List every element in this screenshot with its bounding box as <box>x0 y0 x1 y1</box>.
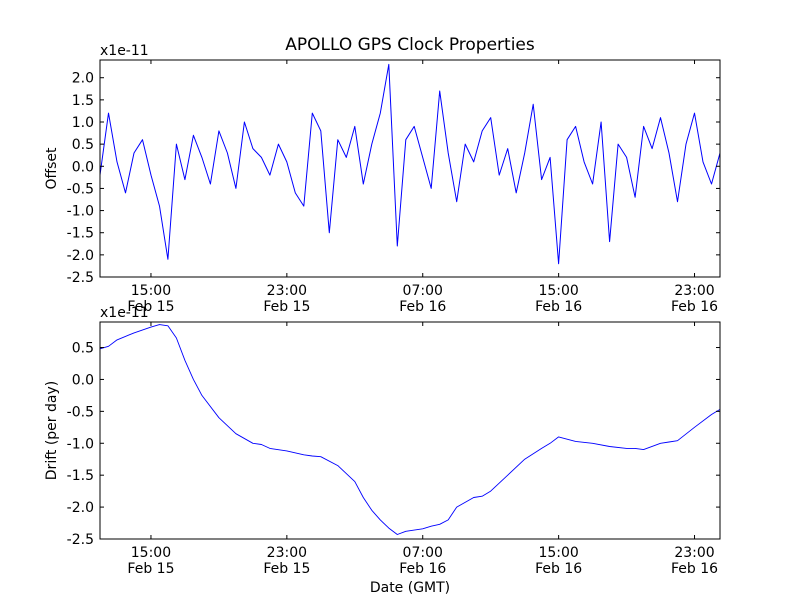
x-tick-date-label: Feb 16 <box>671 561 718 577</box>
x-tick-time-label: 07:00 <box>403 283 443 299</box>
y-tick-label: -2.5 <box>67 270 94 286</box>
y-tick-label: 0.5 <box>72 341 94 357</box>
x-tick-date-label: Feb 16 <box>399 561 446 577</box>
y-tick-label: -0.5 <box>67 181 94 197</box>
x-tick-date-label: Feb 15 <box>263 561 310 577</box>
y-tick-label: 0.5 <box>72 137 94 153</box>
y-tick-label: -1.5 <box>67 226 94 242</box>
x-tick-date-label: Feb 15 <box>127 561 174 577</box>
x-tick-time-label: 15:00 <box>538 545 578 561</box>
y-tick-label: -1.5 <box>67 468 94 484</box>
y-axis-label: Drift (per day) <box>44 381 60 480</box>
y-tick-label: 0.0 <box>72 159 94 175</box>
series-line-offset <box>99 63 721 265</box>
x-axis-label: Date (GMT) <box>370 580 450 596</box>
y-tick-label: -2.5 <box>67 532 94 548</box>
series-line-drift <box>99 324 721 535</box>
y-tick-label: 1.5 <box>72 93 94 109</box>
y-tick-label: -2.0 <box>67 248 94 264</box>
axes-frame <box>99 59 721 278</box>
x-tick-time-label: 07:00 <box>403 545 443 561</box>
x-tick-time-label: 23:00 <box>674 545 714 561</box>
chart-panel-1: -2.5 -2.0 -1.5 -1.0 -0.5 0.0 0.5 1.0 1.5 2.0 15:00… <box>44 35 721 315</box>
y-axis-label: Offset <box>44 147 60 190</box>
x-tick-date-label: Feb 15 <box>263 299 310 315</box>
chart-title: APOLLO GPS Clock Properties <box>285 35 535 55</box>
x-tick-time-label: 23:00 <box>267 545 307 561</box>
x-tick-time-label: 23:00 <box>267 283 307 299</box>
y-tick-label: -1.0 <box>67 204 94 220</box>
scale-label: x1e-11 <box>100 305 149 321</box>
x-tick-date-label: Feb 16 <box>671 299 718 315</box>
y-tick-label: -2.0 <box>67 500 94 516</box>
x-tick-date-label: Feb 16 <box>535 299 582 315</box>
y-tick-label: 0.0 <box>72 372 94 388</box>
x-tick-date-label: Feb 15 <box>127 299 174 315</box>
x-tick-time-label: 15:00 <box>538 283 578 299</box>
y-tick-label: -0.5 <box>67 404 94 420</box>
x-tick-date-label: Feb 16 <box>535 561 582 577</box>
y-tick-label: -1.0 <box>67 436 94 452</box>
x-tick-time-label: 23:00 <box>674 283 714 299</box>
x-tick-time-label: 15:00 <box>131 545 171 561</box>
x-tick-date-label: Feb 16 <box>399 299 446 315</box>
x-tick-time-label: 15:00 <box>131 283 171 299</box>
y-tick-label: 2.0 <box>72 71 94 87</box>
scale-label: x1e-11 <box>100 43 149 59</box>
axes-frame <box>99 321 721 540</box>
y-tick-label: 1.0 <box>72 115 94 131</box>
